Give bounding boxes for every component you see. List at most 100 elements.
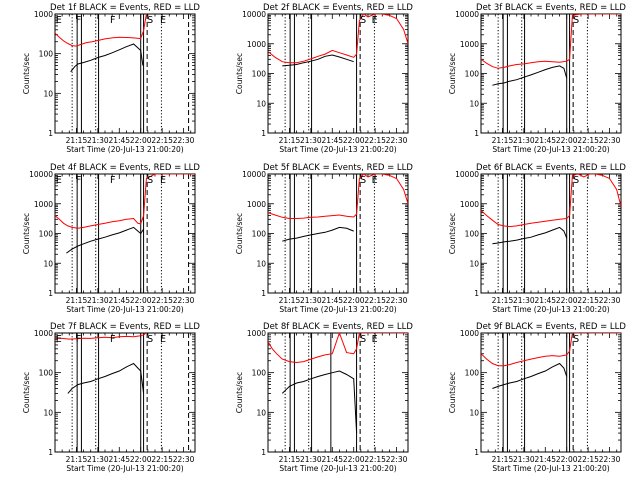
y-tick-label: 10000 bbox=[242, 170, 266, 179]
x-tick-label: 21:45 bbox=[108, 455, 130, 464]
x-tick-label: 21:15 bbox=[66, 136, 88, 145]
x-tick-label: 21:15 bbox=[279, 296, 301, 305]
x-tick-label: 22:00 bbox=[343, 296, 365, 305]
plot-frame bbox=[54, 332, 196, 453]
x-tick-label: 21:45 bbox=[321, 136, 343, 145]
x-tick-label: 21:45 bbox=[534, 455, 556, 464]
y-tick-label: 100 bbox=[39, 50, 54, 59]
x-axis-label: Start Time (20-Jul-13 21:00:20) bbox=[66, 464, 183, 473]
x-tick-label: 22:30 bbox=[599, 455, 621, 464]
y-tick-label: 100 bbox=[465, 70, 480, 79]
x-tick-label: 22:30 bbox=[173, 136, 195, 145]
interval-marker-label: E bbox=[160, 334, 166, 345]
panel-title: Det 9f BLACK = Events, RED = LLD bbox=[476, 322, 626, 332]
x-tick-label: 22:15 bbox=[151, 296, 173, 305]
interval-marker-label: E bbox=[56, 175, 62, 186]
x-tick-label: 22:30 bbox=[173, 296, 195, 305]
x-tick-label: 21:15 bbox=[492, 296, 514, 305]
interval-marker-label: F bbox=[110, 334, 115, 345]
x-tick-label: 22:30 bbox=[386, 296, 408, 305]
y-tick-label: 1 bbox=[474, 448, 479, 457]
y-tick-label: 100 bbox=[252, 70, 267, 79]
panel-title: Det 8f BLACK = Events, RED = LLD bbox=[263, 322, 413, 332]
interval-marker-label: E bbox=[160, 175, 166, 186]
interval-marker-label: S bbox=[360, 334, 366, 345]
x-axis-label: Start Time (20-Jul-13 21:00:20) bbox=[279, 305, 396, 314]
plot-frame bbox=[480, 13, 622, 134]
x-axis-label: Start Time (20-Jul-13 21:00:20) bbox=[492, 464, 609, 473]
x-tick-label: 22:30 bbox=[599, 136, 621, 145]
x-tick-label: 22:00 bbox=[130, 296, 152, 305]
y-axis-label: Counts/sec bbox=[448, 213, 457, 254]
lld-series-line bbox=[481, 174, 621, 228]
y-tick-label: 10 bbox=[469, 408, 479, 417]
y-tick-label: 1000 bbox=[247, 40, 266, 49]
x-tick-label: 21:45 bbox=[534, 136, 556, 145]
x-tick-label: 22:00 bbox=[556, 296, 578, 305]
x-tick-label: 22:30 bbox=[173, 455, 195, 464]
panel-title: Det 1f BLACK = Events, RED = LLD bbox=[50, 3, 200, 13]
interval-marker-label: S bbox=[573, 15, 579, 26]
interval-marker-label: E bbox=[160, 15, 166, 26]
x-tick-label: 21:45 bbox=[108, 296, 130, 305]
x-tick-label: 22:00 bbox=[130, 136, 152, 145]
y-tick-label: 10 bbox=[43, 89, 53, 98]
x-tick-label: 22:15 bbox=[364, 296, 386, 305]
y-tick-label: 100 bbox=[465, 230, 480, 239]
x-tick-label: 21:45 bbox=[321, 455, 343, 464]
panel-title: Det 4f BLACK = Events, RED = LLD bbox=[50, 163, 200, 173]
events-series-line bbox=[281, 370, 358, 434]
y-tick-label: 1 bbox=[261, 448, 266, 457]
x-tick-label: 22:00 bbox=[343, 455, 365, 464]
detector-panel: Det 2f BLACK = Events, RED = LLD 1 10 100 10… bbox=[235, 3, 413, 154]
y-axis-label: Counts/sec bbox=[235, 213, 244, 254]
y-axis-label: Counts/sec bbox=[235, 53, 244, 94]
y-tick-label: 10000 bbox=[242, 10, 266, 19]
interval-marker-label: S bbox=[147, 15, 153, 26]
y-tick-label: 1 bbox=[261, 129, 266, 138]
events-series-line bbox=[282, 226, 354, 242]
y-tick-label: 100 bbox=[39, 230, 54, 239]
lld-series-line bbox=[55, 174, 195, 229]
y-tick-label: 100 bbox=[465, 369, 480, 378]
plot-frame bbox=[480, 173, 622, 294]
plot-frame bbox=[54, 173, 196, 294]
y-tick-label: 10 bbox=[469, 259, 479, 268]
y-tick-label: 10 bbox=[256, 408, 266, 417]
events-series-line bbox=[70, 43, 144, 73]
x-tick-label: 21:15 bbox=[492, 136, 514, 145]
plot-frame bbox=[480, 332, 622, 453]
panel-title: Det 3f BLACK = Events, RED = LLD bbox=[476, 3, 626, 13]
interval-marker-label: E bbox=[56, 15, 62, 26]
y-tick-label: 100 bbox=[252, 369, 267, 378]
y-tick-label: 1 bbox=[261, 289, 266, 298]
plot-frame bbox=[267, 173, 409, 294]
x-tick-label: 22:30 bbox=[599, 296, 621, 305]
plot-frame bbox=[267, 13, 409, 134]
events-series-line bbox=[282, 54, 354, 67]
detector-panel: Det 7f BLACK = Events, RED = LLD 1 10 100 10… bbox=[22, 322, 200, 473]
lld-series-line bbox=[268, 14, 408, 64]
panel-title: Det 5f BLACK = Events, RED = LLD bbox=[263, 163, 413, 173]
y-tick-label: 10000 bbox=[29, 170, 53, 179]
x-axis-label: Start Time (20-Jul-13 21:00:20) bbox=[492, 145, 609, 154]
plot-frame bbox=[54, 13, 196, 134]
x-axis-label: Start Time (20-Jul-13 21:00:20) bbox=[66, 145, 183, 154]
x-tick-label: 22:15 bbox=[577, 455, 599, 464]
x-tick-label: 22:15 bbox=[577, 296, 599, 305]
events-series-line bbox=[67, 362, 145, 394]
x-tick-label: 22:15 bbox=[151, 136, 173, 145]
interval-marker-label: S bbox=[573, 334, 579, 345]
interval-marker-label: F bbox=[110, 175, 115, 186]
detector-panel: Det 6f BLACK = Events, RED = LLD 1 10 100 10… bbox=[448, 163, 626, 314]
x-tick-label: 21:15 bbox=[279, 455, 301, 464]
lld-series-line bbox=[55, 14, 147, 47]
y-axis-label: Counts/sec bbox=[22, 372, 31, 413]
x-tick-label: 22:15 bbox=[151, 455, 173, 464]
x-tick-label: 22:15 bbox=[577, 136, 599, 145]
x-tick-label: 21:15 bbox=[279, 136, 301, 145]
interval-marker-label: S bbox=[573, 175, 579, 186]
interval-marker-label: F bbox=[76, 175, 81, 186]
x-tick-label: 21:45 bbox=[534, 296, 556, 305]
